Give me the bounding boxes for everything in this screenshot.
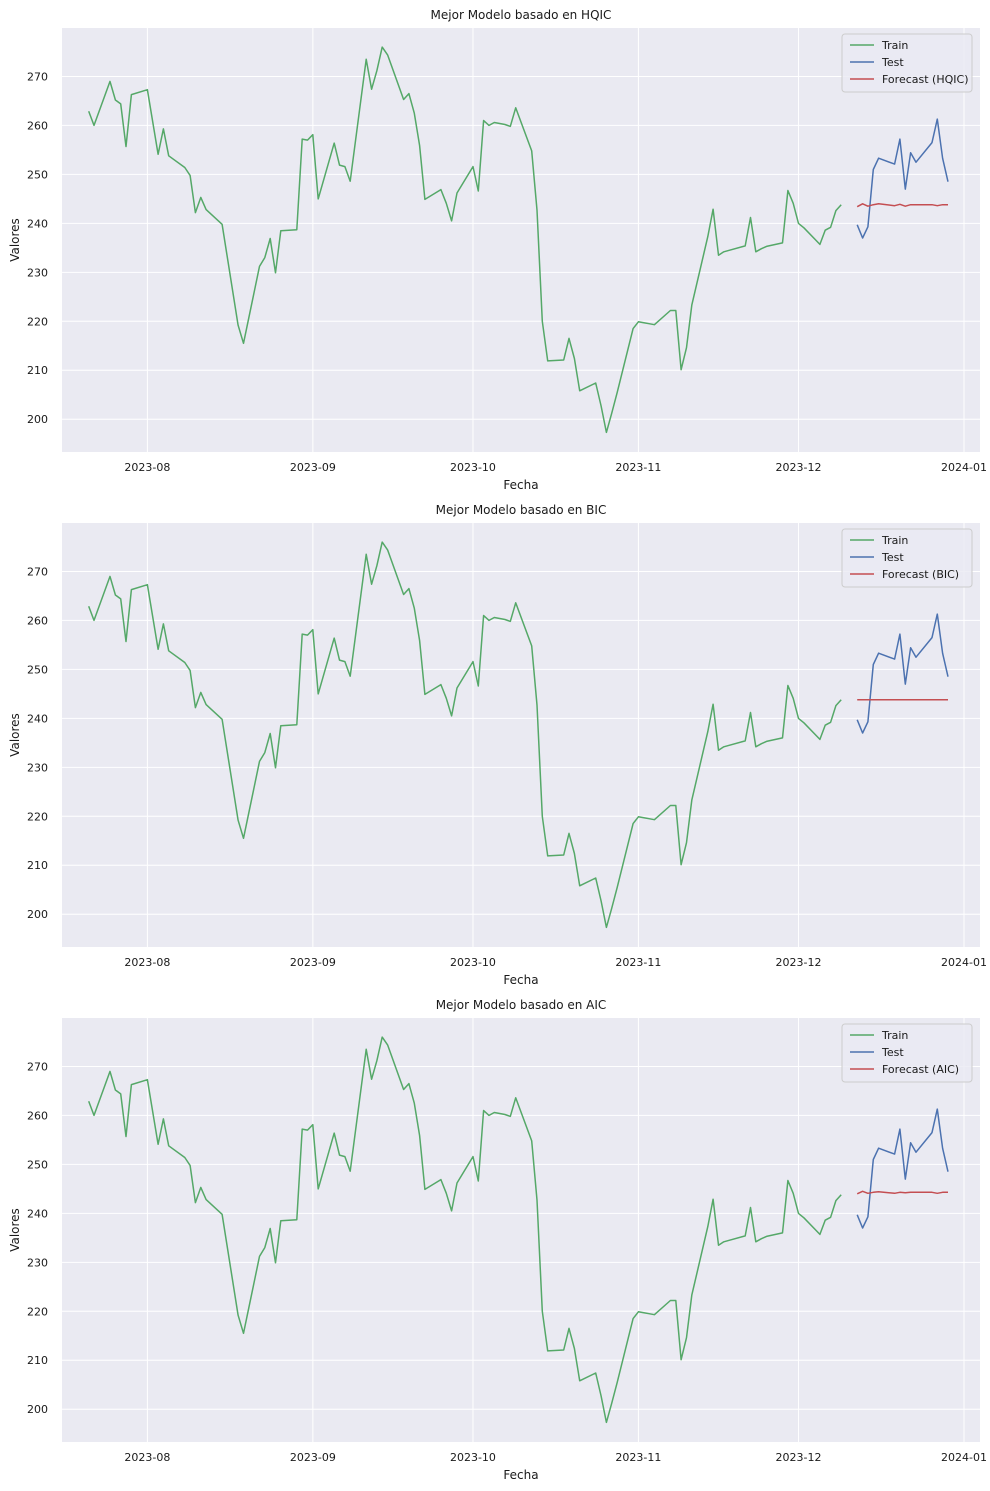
legend-label: Forecast (BIC) bbox=[882, 568, 959, 581]
x-tick-label: 2023-09 bbox=[290, 461, 336, 474]
y-tick-label: 270 bbox=[27, 1060, 48, 1073]
y-tick-label: 250 bbox=[27, 168, 48, 181]
x-tick-label: 2024-01 bbox=[941, 1451, 987, 1464]
chart-panel-1: 200 210 220 230 240 250 260 270 2023-08 2023-09 20… bbox=[8, 8, 987, 492]
series-line-test bbox=[856, 118, 949, 239]
legend-label: Train bbox=[881, 39, 908, 52]
chart-title: Mejor Modelo basado en AIC bbox=[436, 998, 607, 1012]
legend-label: Train bbox=[881, 534, 908, 547]
series-line-train bbox=[87, 1036, 842, 1424]
x-tick-label: 2023-11 bbox=[615, 461, 661, 474]
legend-label: Forecast (AIC) bbox=[882, 1063, 959, 1076]
y-tick-label: 270 bbox=[27, 565, 48, 578]
legend-label: Test bbox=[881, 551, 904, 564]
x-tick-label: 2023-12 bbox=[776, 1451, 822, 1464]
x-tick-label: 2023-08 bbox=[124, 461, 170, 474]
legend: Train Test Forecast (BIC) bbox=[841, 528, 973, 588]
legend-box bbox=[841, 1023, 973, 1083]
y-tick-label: 220 bbox=[27, 1305, 48, 1318]
y-tick-label: 200 bbox=[27, 413, 48, 426]
x-tick-label: 2023-11 bbox=[615, 1451, 661, 1464]
chart-title: Mejor Modelo basado en HQIC bbox=[431, 8, 612, 22]
y-tick-label: 230 bbox=[27, 1256, 48, 1269]
y-tick-label: 230 bbox=[27, 266, 48, 279]
y-tick-label: 210 bbox=[27, 364, 48, 377]
legend: Train Test Forecast (AIC) bbox=[841, 1023, 973, 1083]
x-axis-label: Fecha bbox=[503, 478, 538, 492]
y-tick-label: 220 bbox=[27, 315, 48, 328]
y-tick-label: 260 bbox=[27, 614, 48, 627]
x-tick-label: 2023-12 bbox=[776, 956, 822, 969]
legend-label: Test bbox=[881, 56, 904, 69]
chart-title: Mejor Modelo basado en BIC bbox=[436, 503, 607, 517]
chart-panel-2: 200 210 220 230 240 250 260 270 2023-08 2023-09 20… bbox=[8, 503, 987, 987]
grid bbox=[62, 1018, 980, 1442]
x-tick-label: 2023-11 bbox=[615, 956, 661, 969]
y-tick-label: 240 bbox=[27, 712, 48, 725]
y-tick-label: 250 bbox=[27, 1158, 48, 1171]
x-tick-label: 2024-01 bbox=[941, 461, 987, 474]
grid bbox=[62, 28, 980, 452]
legend-label: Forecast (HQIC) bbox=[882, 73, 968, 86]
y-tick-label: 250 bbox=[27, 663, 48, 676]
y-tick-label: 200 bbox=[27, 1403, 48, 1416]
chart-panel-3: 200 210 220 230 240 250 260 270 2023-08 2023-09 20… bbox=[8, 998, 987, 1482]
x-axis-label: Fecha bbox=[503, 1468, 538, 1482]
y-tick-label: 230 bbox=[27, 761, 48, 774]
grid bbox=[62, 523, 980, 947]
y-tick-label: 200 bbox=[27, 908, 48, 921]
x-tick-label: 2023-09 bbox=[290, 956, 336, 969]
x-tick-label: 2024-01 bbox=[941, 956, 987, 969]
legend-box bbox=[841, 33, 973, 93]
x-tick-label: 2023-08 bbox=[124, 1451, 170, 1464]
x-tick-label: 2023-10 bbox=[450, 461, 496, 474]
x-tick-label: 2023-12 bbox=[776, 461, 822, 474]
legend-label: Train bbox=[881, 1029, 908, 1042]
x-tick-label: 2023-10 bbox=[450, 956, 496, 969]
plot-area bbox=[62, 1018, 980, 1442]
y-tick-label: 260 bbox=[27, 119, 48, 132]
series-line-train bbox=[87, 541, 842, 929]
x-tick-label: 2023-08 bbox=[124, 956, 170, 969]
series-line-forecast-hqic bbox=[856, 203, 948, 208]
y-axis-label: Valores bbox=[8, 218, 22, 262]
x-axis-label: Fecha bbox=[503, 973, 538, 987]
y-axis-label: Valores bbox=[8, 1208, 22, 1252]
series-line-test bbox=[856, 1108, 949, 1229]
legend: Train Test Forecast (HQIC) bbox=[841, 33, 973, 93]
legend-label: Test bbox=[881, 1046, 904, 1059]
plot-area bbox=[62, 523, 980, 947]
y-tick-label: 260 bbox=[27, 1109, 48, 1122]
x-tick-label: 2023-09 bbox=[290, 1451, 336, 1464]
legend-box bbox=[841, 528, 973, 588]
y-tick-label: 210 bbox=[27, 859, 48, 872]
plot-area bbox=[62, 28, 980, 452]
y-axis-label: Valores bbox=[8, 713, 22, 757]
y-tick-label: 210 bbox=[27, 1354, 48, 1367]
series-line-forecast-aic bbox=[856, 1190, 948, 1195]
y-tick-label: 270 bbox=[27, 70, 48, 83]
y-tick-label: 240 bbox=[27, 217, 48, 230]
series-line-test bbox=[856, 613, 949, 734]
x-tick-label: 2023-10 bbox=[450, 1451, 496, 1464]
series-line-train bbox=[87, 46, 842, 434]
y-tick-label: 220 bbox=[27, 810, 48, 823]
y-tick-label: 240 bbox=[27, 1207, 48, 1220]
